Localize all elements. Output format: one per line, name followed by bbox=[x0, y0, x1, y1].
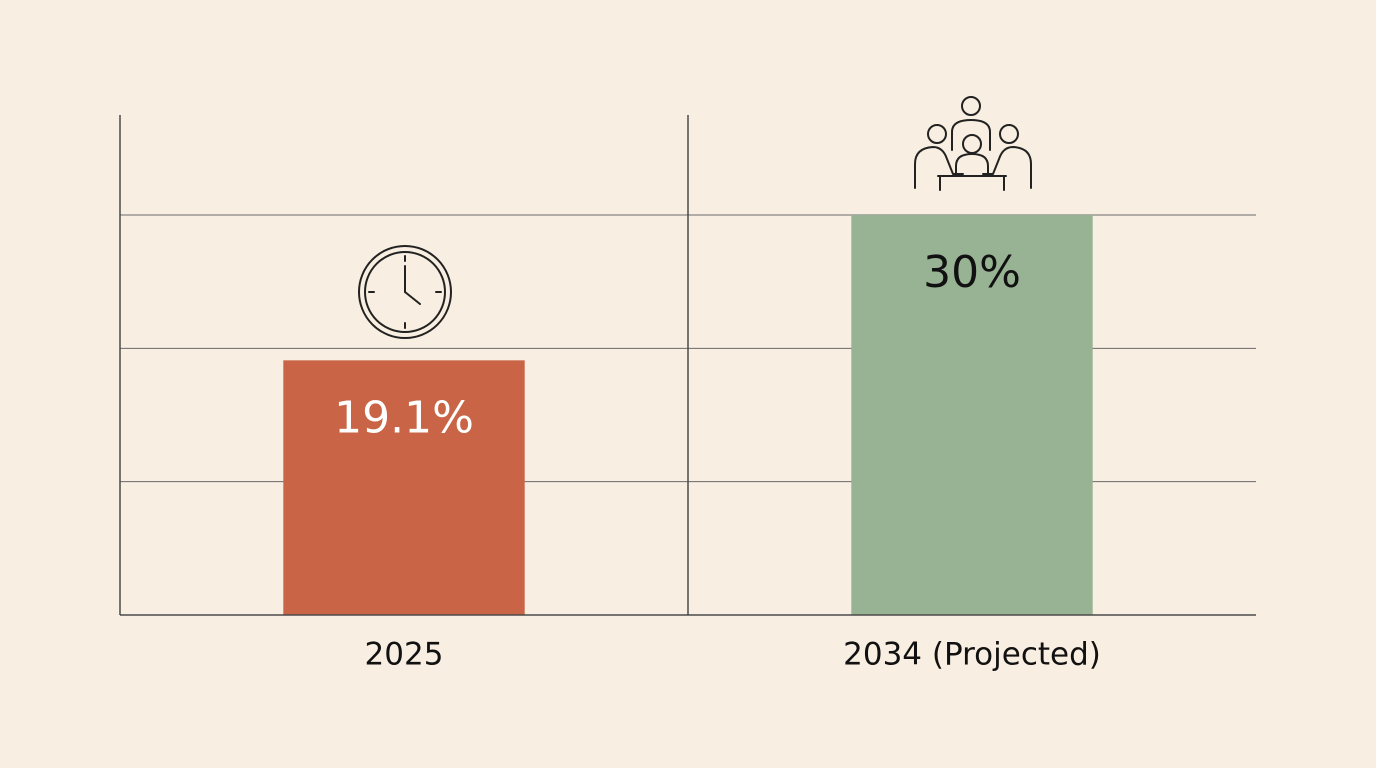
value-label: 19.1% bbox=[334, 392, 474, 443]
clock-icon bbox=[358, 245, 452, 339]
x-tick-label: 2025 bbox=[365, 637, 444, 673]
people-icon bbox=[914, 96, 1032, 191]
bar bbox=[851, 215, 1093, 615]
x-tick-label: 2034 (Projected) bbox=[843, 637, 1101, 673]
value-label: 30% bbox=[923, 247, 1021, 298]
bar bbox=[283, 360, 525, 615]
bars bbox=[283, 215, 1093, 615]
